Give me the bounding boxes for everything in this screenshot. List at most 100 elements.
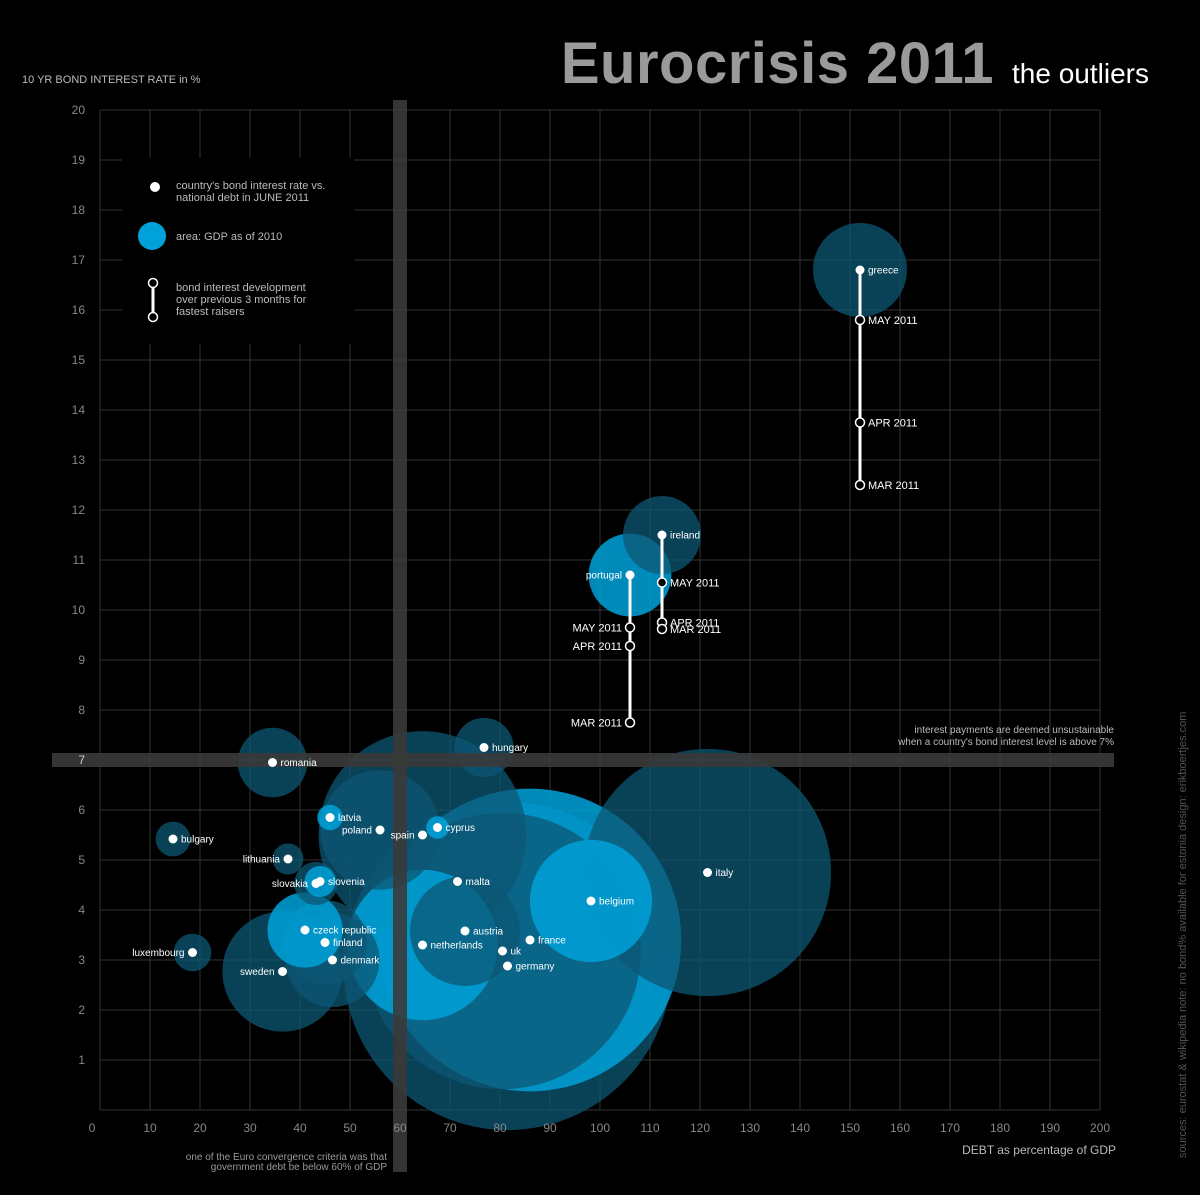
page-title: Eurocrisis 2011 <box>560 31 994 96</box>
country-label: malta <box>466 877 491 888</box>
history-marker <box>656 577 668 588</box>
country-label: france <box>538 936 566 947</box>
x-tick-label: 40 <box>293 1121 307 1135</box>
country-label: cyprus <box>446 823 475 834</box>
x-tick-label: 180 <box>990 1121 1010 1135</box>
history-marker <box>624 622 636 633</box>
y-tick-label: 11 <box>73 553 86 567</box>
threshold-line-60-percent <box>393 100 407 1172</box>
country-label: denmark <box>341 956 381 967</box>
y-tick-label: 17 <box>72 253 86 267</box>
threshold-7-note: when a country's bond interest level is … <box>897 737 1114 748</box>
x-tick-label: 0 <box>89 1121 96 1135</box>
x-tick-label: 100 <box>590 1121 610 1135</box>
y-axis-label: 10 YR BOND INTEREST RATE in % <box>22 74 201 86</box>
history-label: MAR 2011 <box>670 624 721 636</box>
x-tick-label: 170 <box>940 1121 960 1135</box>
history-marker <box>624 717 636 728</box>
country-label: finland <box>333 938 362 949</box>
country-dot <box>453 877 462 886</box>
country-label: uk <box>511 947 523 958</box>
country-dot <box>315 877 325 886</box>
country-dot <box>375 825 385 835</box>
history-label: MAR 2011 <box>571 718 622 730</box>
x-axis-label: DEBT as percentage of GDP <box>962 1143 1116 1157</box>
history-label: APR 2011 <box>868 418 917 430</box>
threshold-60-note: government debt be below 60% of GDP <box>211 1162 388 1173</box>
y-tick-label: 6 <box>78 803 85 817</box>
x-tick-label: 50 <box>343 1121 357 1135</box>
y-tick-label: 13 <box>72 453 86 467</box>
y-tick-label: 9 <box>78 653 85 667</box>
country-dot <box>525 935 535 945</box>
history-label: MAY 2011 <box>670 578 720 590</box>
country-dot <box>188 948 197 957</box>
y-tick-label: 4 <box>78 903 85 917</box>
x-tick-label: 60 <box>393 1121 407 1135</box>
history-marker <box>854 314 866 326</box>
legend-box <box>122 158 354 344</box>
y-tick-label: 16 <box>72 303 86 317</box>
legend-dev-marker <box>147 277 159 289</box>
y-tick-label: 19 <box>72 153 86 167</box>
page-subtitle: the outliers <box>1012 58 1149 89</box>
x-tick-label: 30 <box>243 1121 257 1135</box>
country-dot <box>278 967 287 976</box>
country-label: germany <box>516 962 555 973</box>
history-marker <box>854 417 866 428</box>
x-tick-label: 150 <box>840 1121 860 1135</box>
legend-dev-marker <box>147 311 159 323</box>
legend-dot <box>150 182 160 192</box>
country-dot <box>703 868 712 877</box>
x-tick-label: 110 <box>640 1121 659 1135</box>
country-dot <box>433 823 442 832</box>
y-tick-label: 1 <box>78 1053 85 1067</box>
country-dot <box>586 896 596 906</box>
x-tick-label: 130 <box>740 1121 760 1135</box>
x-tick-label: 10 <box>143 1121 157 1135</box>
x-tick-label: 200 <box>1090 1121 1110 1135</box>
x-tick-label: 70 <box>443 1121 457 1135</box>
y-tick-label: 5 <box>78 853 85 867</box>
legend-dev-text: over previous 3 months for <box>176 294 307 306</box>
country-label: slovenia <box>328 877 365 888</box>
country-label: ireland <box>670 531 700 542</box>
country-label: poland <box>342 826 372 837</box>
threshold-7-note: interest payments are deemed unsustainab… <box>914 725 1114 736</box>
history-label: APR 2011 <box>670 618 719 630</box>
country-dot <box>328 955 337 965</box>
y-tick-label: 14 <box>72 403 86 417</box>
x-tick-label: 20 <box>193 1121 207 1135</box>
threshold-bars <box>52 100 1114 1172</box>
history-label: MAY 2011 <box>868 315 918 327</box>
tick-labels: 0 10 20 30 40 50 60 70 80 90 100 110 120 130 140 150 160… <box>72 103 1111 1135</box>
y-tick-label: 2 <box>78 1003 85 1017</box>
country-label: austria <box>473 927 503 938</box>
y-tick-label: 8 <box>78 703 85 717</box>
country-label: netherlands <box>431 941 483 952</box>
country-dot <box>418 940 427 950</box>
country-label: greece <box>868 266 899 277</box>
x-tick-label: 160 <box>890 1121 910 1135</box>
country-dot <box>855 265 865 275</box>
legend-dot-text: national debt in JUNE 2011 <box>176 192 309 204</box>
country-label: portugal <box>586 571 622 582</box>
country-dot <box>460 926 470 936</box>
legend-area-text: area: GDP as of 2010 <box>176 231 282 243</box>
country-label: bulgary <box>181 835 214 846</box>
point-layer: greece ireland portugal hungary romania latvi… <box>132 265 899 978</box>
legend: country's bond interest rate vs.national… <box>122 158 354 344</box>
threshold-line-7-percent <box>52 753 1114 767</box>
legend-bubble <box>138 222 166 250</box>
country-dot <box>657 530 667 540</box>
bubble-layer <box>155 223 907 1131</box>
threshold-60-note: one of the Euro convergence criteria was… <box>186 1152 387 1163</box>
x-tick-label: 80 <box>493 1121 507 1135</box>
country-dot <box>168 834 178 844</box>
country-label: belgium <box>599 897 634 908</box>
y-tick-label: 7 <box>78 753 85 767</box>
country-dot <box>503 961 512 971</box>
legend-dot-text: country's bond interest rate vs. <box>176 180 325 192</box>
country-label: sweden <box>240 967 274 978</box>
